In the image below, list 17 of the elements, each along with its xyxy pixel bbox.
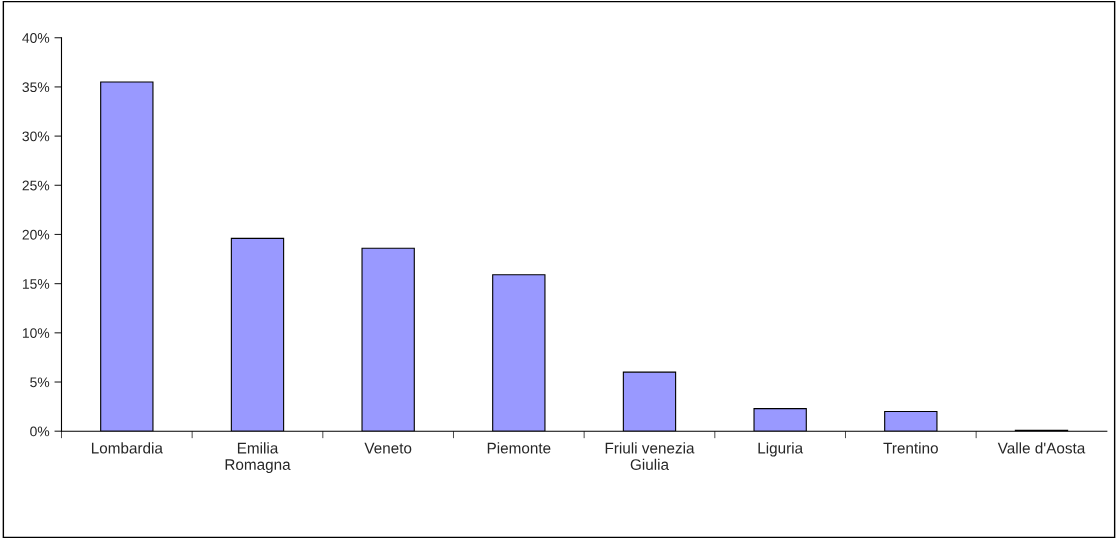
y-tick-label: 0% — [30, 426, 50, 437]
x-tick-label: Veneto — [364, 442, 412, 454]
x-tick-label: Emilia Romagna — [225, 442, 291, 474]
y-tick-label: 20% — [22, 229, 50, 240]
x-tick-label: Friuli venezia Giulia — [605, 442, 695, 470]
x-tick-label: Lombardia — [91, 442, 163, 454]
y-tick-label: 15% — [22, 279, 50, 289]
x-tick-label: Liguria — [758, 442, 804, 457]
y-tick-label: 10% — [22, 328, 50, 338]
y-tick-label: 40% — [22, 33, 50, 43]
x-tick-label: Valle d'Aosta — [997, 442, 1086, 454]
y-tick-label: 35% — [22, 82, 50, 93]
y-tick-label: 30% — [22, 131, 50, 142]
y-tick-label: 25% — [22, 180, 50, 191]
x-tick-label: Trentino — [883, 442, 938, 454]
y-tick-label: 5% — [30, 377, 50, 388]
x-tick-label: Piemonte — [487, 442, 551, 454]
